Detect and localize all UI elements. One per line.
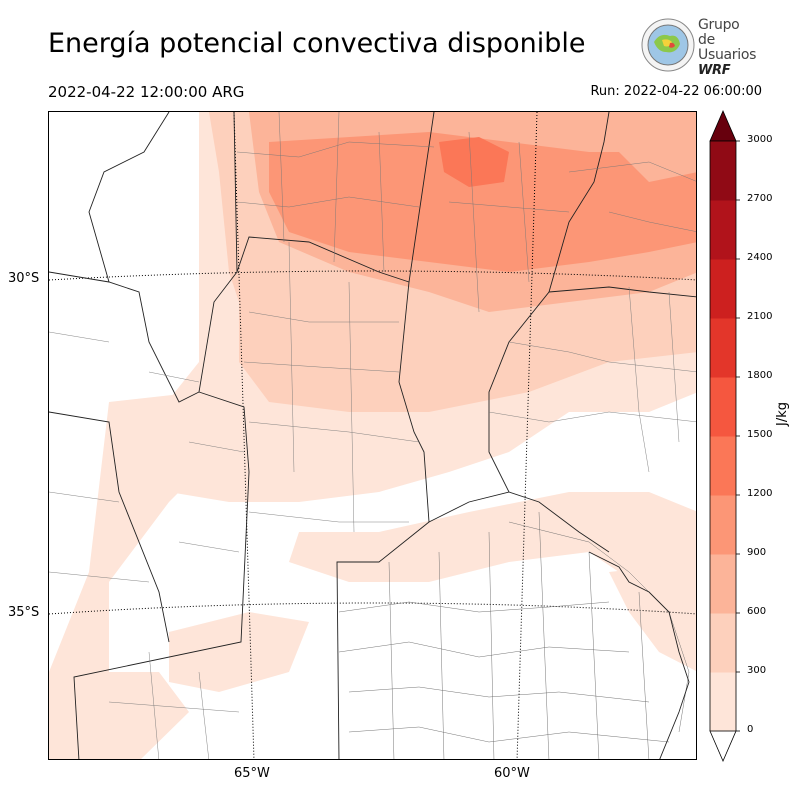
colorbar-bin (710, 672, 736, 732)
colorbar-min-extension (709, 730, 737, 763)
colorbar-unit: J/kg (775, 402, 790, 426)
colorbar-max-extension (709, 109, 737, 142)
lon-label-65w: 65°W (234, 766, 270, 781)
colorbar-tick-label: 1500 (747, 429, 773, 440)
colorbar-tick-label: 900 (747, 547, 767, 558)
colorbar-tick-label: 1800 (747, 370, 773, 381)
coastline (588, 551, 690, 759)
colorbar-tick-label: 600 (747, 606, 767, 617)
grupo-wrf-logo: Grupo de Usuarios WRF (640, 16, 760, 78)
colorbar-tick-label: 2100 (747, 311, 773, 322)
colorbar-bin (710, 495, 736, 555)
lat-label-35s: 35°S (8, 605, 40, 620)
map-title: Energía potencial convectiva disponible (48, 28, 586, 59)
colorbar-tick-label: 300 (747, 665, 767, 676)
cape-field-map (49, 112, 696, 759)
colorbar-bin (710, 259, 736, 319)
logo-line-1: Grupo de (698, 17, 740, 48)
colorbar-bin (710, 377, 736, 437)
colorbar-tick-label: 2700 (747, 193, 773, 204)
logo-line-3: WRF (698, 63, 731, 78)
colorbar-bin (710, 318, 736, 378)
colorbar-tick-label: 3000 (747, 134, 773, 145)
globe-seal-icon (641, 18, 695, 72)
logo-line-2: Usuarios (698, 47, 757, 63)
department-boundaries (49, 112, 696, 759)
map-panel (48, 111, 697, 760)
colorbar-frame (709, 140, 737, 732)
lon-label-60w: 60°W (494, 766, 530, 781)
colorbar-tick-label: 2400 (747, 252, 773, 263)
colorbar-bin (710, 436, 736, 496)
colorbar-bin (710, 200, 736, 260)
run-time: Run: 2022-04-22 06:00:00 (590, 84, 762, 99)
valid-time: 2022-04-22 12:00:00 ARG (48, 83, 245, 101)
colorbar-bin (710, 554, 736, 614)
lat-label-30s: 30°S (8, 271, 40, 286)
colorbar-bin (710, 613, 736, 673)
colorbar-bin (710, 141, 736, 201)
colorbar-tick-label: 0 (747, 724, 754, 735)
graticule (49, 112, 696, 759)
cape-shading (49, 112, 696, 759)
colorbar-tick-label: 1200 (747, 488, 773, 499)
